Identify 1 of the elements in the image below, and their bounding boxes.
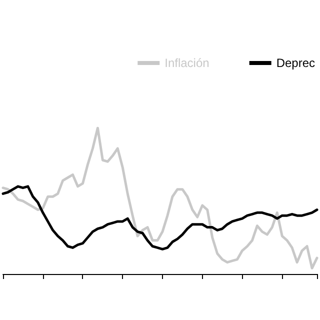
legend-label: Deprec	[276, 56, 316, 70]
